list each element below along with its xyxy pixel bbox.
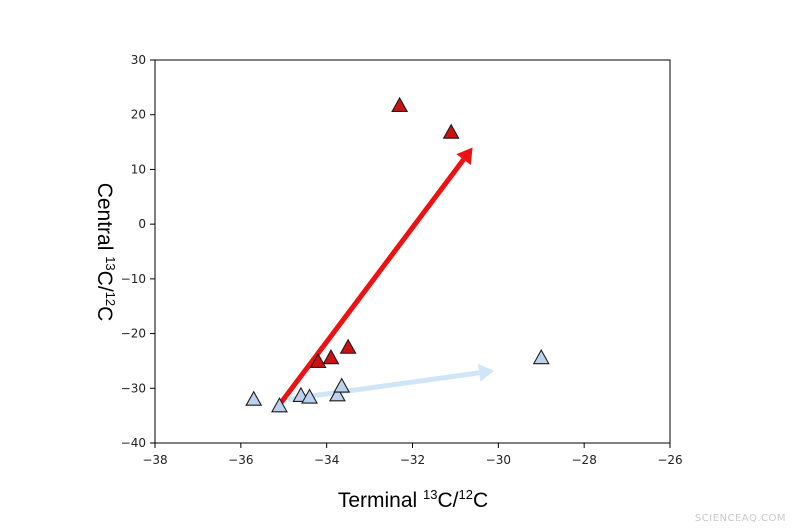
arrow-2-head	[477, 363, 495, 382]
y-axis-label: Central 13C/12C	[93, 183, 118, 322]
y-tick-label-2: −30	[121, 381, 146, 395]
series-2-point-1	[245, 390, 263, 406]
series-2-point-6	[333, 377, 351, 393]
x-axis-label-mid: C/	[438, 489, 459, 512]
x-axis-label-suffix: C	[473, 489, 488, 512]
series-1-point-2	[442, 123, 460, 139]
series-1-point-3	[309, 352, 327, 369]
trend-arrows	[277, 147, 495, 407]
y-tick-label-6: 10	[131, 162, 146, 176]
y-axis-label-prefix: Central	[93, 183, 116, 257]
x-tick-label-7: −26	[657, 453, 682, 467]
y-axis-label-suffix: C	[93, 306, 116, 321]
y-axis-label-sup: 13	[103, 256, 118, 270]
x-tick-label-1: −38	[142, 453, 167, 467]
x-tick-label-2: −36	[228, 453, 253, 467]
x-axis-label: Terminal 13C/12C	[338, 487, 488, 512]
y-tick-label-7: 20	[131, 108, 146, 122]
x-tick-label-6: −28	[572, 453, 597, 467]
data-points	[245, 96, 550, 413]
arrow-2-shaft	[287, 370, 480, 402]
y-tick-label-1: −40	[121, 436, 146, 450]
x-tick-label-5: −30	[486, 453, 511, 467]
y-tick-label-3: −20	[121, 327, 146, 341]
series-2-point-4	[301, 388, 318, 404]
series-1-point-1	[391, 96, 409, 112]
series-1-point-5	[339, 338, 357, 354]
x-axis-ticks: −38 −36 −34 −32 −30 −28 −26	[142, 443, 683, 467]
series-1-point-4	[322, 349, 340, 365]
y-axis-label-sup2: 12	[103, 292, 118, 306]
arrow-1-head	[456, 147, 473, 165]
arrow-1-shaft	[277, 158, 466, 407]
x-axis-label-prefix: Terminal	[338, 489, 423, 512]
x-tick-label-3: −34	[314, 453, 339, 467]
y-tick-label-5: 0	[138, 217, 146, 231]
x-axis-label-sup2: 12	[459, 487, 473, 502]
y-axis-ticks: −40 −30 −20 −10 0 10 20 30	[121, 53, 155, 450]
plot-frame	[154, 59, 671, 444]
y-axis-label-mid: C/	[93, 271, 116, 292]
watermark: SCIENCEAQ.COM	[694, 513, 786, 524]
y-tick-label-4: −10	[121, 272, 146, 286]
series-2-point-2	[271, 397, 288, 413]
y-tick-label-8: 30	[131, 53, 146, 67]
x-tick-label-4: −32	[400, 453, 425, 467]
series-2-point-7	[532, 349, 550, 365]
series-2-point-5	[328, 386, 346, 402]
x-axis-label-sup: 13	[423, 487, 437, 502]
